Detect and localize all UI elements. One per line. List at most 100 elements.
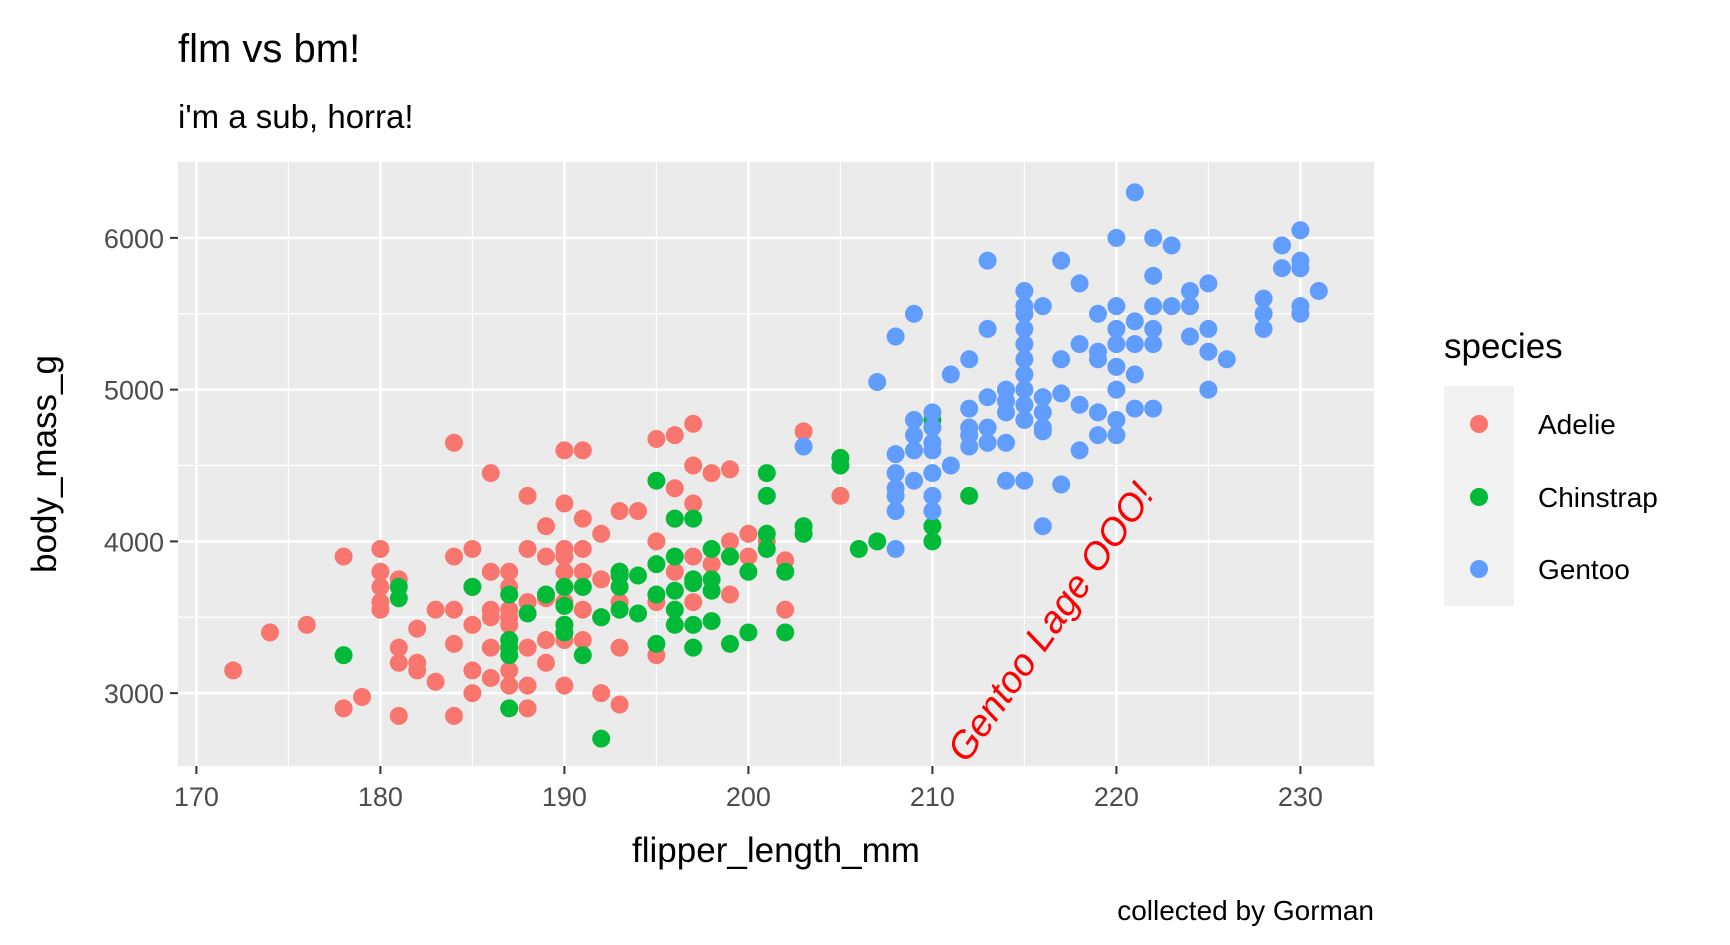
point-chinstrap xyxy=(923,517,942,536)
point-chinstrap xyxy=(960,486,979,505)
point-gentoo xyxy=(1015,380,1034,399)
point-gentoo xyxy=(1107,228,1126,247)
point-gentoo xyxy=(886,539,905,558)
point-adelie xyxy=(389,638,408,657)
point-chinstrap xyxy=(757,486,776,505)
point-adelie xyxy=(592,570,611,589)
point-gentoo xyxy=(1015,395,1034,414)
point-chinstrap xyxy=(684,638,703,657)
point-chinstrap xyxy=(647,471,666,490)
point-gentoo xyxy=(1107,357,1126,376)
point-chinstrap xyxy=(757,464,776,483)
point-adelie xyxy=(389,653,408,672)
point-adelie xyxy=(555,441,574,460)
point-chinstrap xyxy=(610,600,629,619)
point-gentoo xyxy=(1125,312,1144,331)
point-chinstrap xyxy=(555,596,574,615)
point-adelie xyxy=(481,562,500,581)
point-adelie xyxy=(537,631,555,650)
point-gentoo xyxy=(960,350,979,369)
point-adelie xyxy=(389,706,408,725)
point-gentoo xyxy=(941,456,960,475)
chart-title: flm vs bm! xyxy=(178,27,360,71)
point-adelie xyxy=(794,422,813,441)
point-gentoo xyxy=(1107,319,1126,338)
point-gentoo xyxy=(1033,422,1052,441)
legend-key-chinstrap xyxy=(1470,488,1488,506)
point-gentoo xyxy=(1273,236,1291,255)
point-chinstrap xyxy=(463,577,482,596)
point-gentoo xyxy=(886,327,905,346)
point-chinstrap xyxy=(684,574,703,593)
point-chinstrap xyxy=(776,562,795,581)
point-adelie xyxy=(481,638,500,657)
legend-label-gentoo: Gentoo xyxy=(1538,554,1630,585)
point-chinstrap xyxy=(500,699,519,718)
point-chinstrap xyxy=(500,585,519,604)
point-adelie xyxy=(721,532,739,551)
point-gentoo xyxy=(1015,335,1034,354)
point-gentoo xyxy=(1144,297,1163,316)
legend-key-adelie xyxy=(1470,415,1488,433)
point-gentoo xyxy=(1125,365,1144,384)
point-chinstrap xyxy=(684,509,703,528)
point-gentoo xyxy=(997,471,1015,490)
point-adelie xyxy=(463,661,482,680)
point-adelie xyxy=(463,539,482,558)
point-chinstrap xyxy=(721,547,739,566)
point-gentoo xyxy=(1291,304,1310,323)
point-chinstrap xyxy=(665,547,684,566)
point-chinstrap xyxy=(647,634,666,653)
point-adelie xyxy=(702,464,721,483)
point-chinstrap xyxy=(629,604,647,623)
point-adelie xyxy=(445,706,463,725)
point-adelie xyxy=(831,486,850,505)
point-adelie xyxy=(500,661,519,680)
point-gentoo xyxy=(1254,304,1273,323)
x-tick-label: 170 xyxy=(174,782,219,812)
point-adelie xyxy=(684,494,703,513)
point-gentoo xyxy=(1052,251,1071,270)
major-gridlines xyxy=(178,162,1374,766)
x-tick-label: 220 xyxy=(1094,782,1139,812)
legend-key-gentoo xyxy=(1470,560,1488,578)
point-chinstrap xyxy=(610,577,629,596)
point-gentoo xyxy=(1052,384,1071,403)
point-gentoo xyxy=(1070,441,1089,460)
point-adelie xyxy=(592,684,611,703)
point-gentoo xyxy=(1070,274,1089,293)
legend-label-chinstrap: Chinstrap xyxy=(1538,482,1658,513)
point-gentoo xyxy=(905,410,923,429)
point-gentoo xyxy=(1015,365,1034,384)
point-gentoo xyxy=(923,403,942,422)
point-adelie xyxy=(537,517,555,536)
point-gentoo xyxy=(886,486,905,505)
point-gentoo xyxy=(923,486,942,505)
point-adelie xyxy=(739,547,758,566)
point-chinstrap xyxy=(647,555,666,574)
point-chinstrap xyxy=(629,566,647,585)
x-tick-label: 190 xyxy=(542,782,587,812)
point-adelie xyxy=(537,653,555,672)
point-chinstrap xyxy=(555,577,574,596)
point-chinstrap xyxy=(849,539,868,558)
point-adelie xyxy=(684,547,703,566)
point-gentoo xyxy=(1089,403,1107,422)
point-adelie xyxy=(481,464,500,483)
point-adelie xyxy=(445,433,463,452)
point-adelie xyxy=(518,676,537,695)
y-tick-label: 4000 xyxy=(104,527,164,557)
x-axis-ticks: 170 180 190 200 210 220 230 xyxy=(174,766,1323,812)
point-adelie xyxy=(426,672,445,691)
point-gentoo xyxy=(1015,410,1034,429)
point-gentoo xyxy=(1309,281,1328,300)
point-gentoo xyxy=(1107,380,1126,399)
point-gentoo xyxy=(1015,471,1034,490)
point-adelie xyxy=(629,502,647,521)
point-adelie xyxy=(408,653,427,672)
point-gentoo xyxy=(1162,297,1181,316)
point-gentoo xyxy=(1015,304,1034,323)
y-tick-label: 3000 xyxy=(104,679,164,709)
point-adelie xyxy=(647,429,666,448)
point-gentoo xyxy=(1144,266,1163,285)
